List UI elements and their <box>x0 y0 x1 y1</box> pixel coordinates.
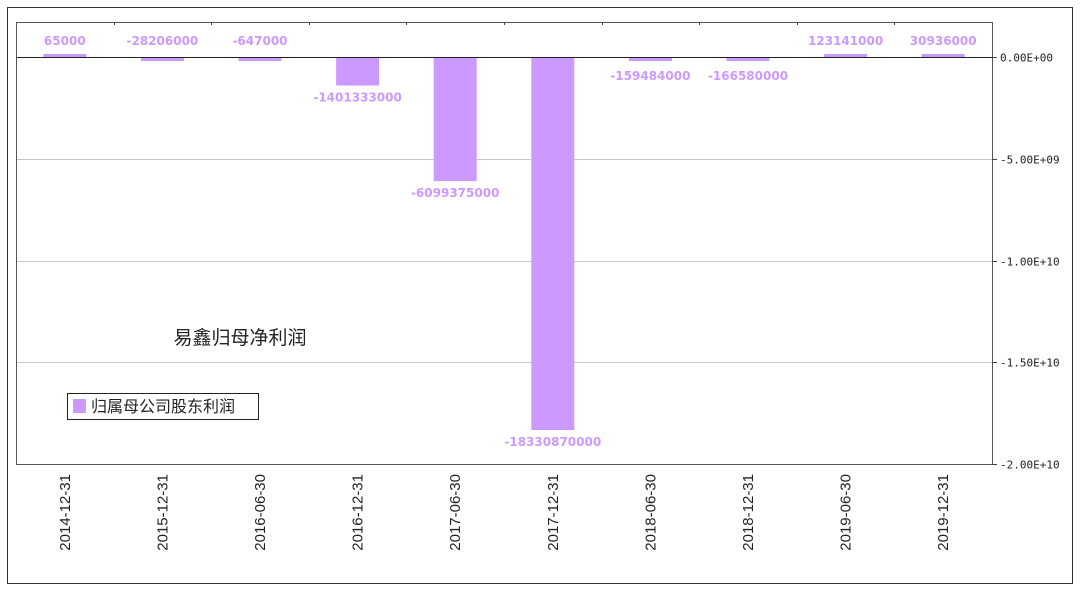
y-tick-label: -1.00E+10 <box>1000 256 1060 269</box>
data-label: -6099375000 <box>411 186 499 200</box>
legend[interactable]: 归属母公司股东利润 <box>67 393 259 420</box>
bar <box>140 57 184 61</box>
data-label: 65000 <box>44 34 86 48</box>
x-tick-label: 2019-12-31 <box>935 474 952 551</box>
bar <box>43 54 87 57</box>
bar <box>531 57 575 431</box>
y-tick-label: -5.00E+09 <box>1000 154 1060 167</box>
x-tick-label: 2018-06-30 <box>642 474 659 551</box>
x-tick-label: 2017-06-30 <box>447 474 464 551</box>
data-label: -647000 <box>232 34 287 48</box>
bar <box>824 54 868 57</box>
x-tick-label: 2016-06-30 <box>252 474 269 551</box>
bar <box>238 57 282 61</box>
bar <box>336 57 380 86</box>
y-axis-ticks: 0.00E+00 -5.00E+09 -1.00E+10 -1.50E+10 -2.00… <box>992 52 1060 472</box>
x-tick-label: 2018-12-31 <box>740 474 757 551</box>
bar <box>433 57 477 182</box>
x-tick-label: 2017-12-31 <box>545 474 562 551</box>
legend-label: 归属母公司股东利润 <box>91 397 235 416</box>
data-label: 30936000 <box>910 34 977 48</box>
bars <box>43 54 965 431</box>
data-label: -1401333000 <box>313 91 401 105</box>
legend-box <box>67 393 259 420</box>
x-tick-label: 2014-12-31 <box>57 474 74 551</box>
y-tick-label: -2.00E+10 <box>1000 459 1060 472</box>
legend-swatch <box>73 399 86 413</box>
y-tick-label: 0.00E+00 <box>1000 52 1053 65</box>
data-label: -166580000 <box>708 69 788 83</box>
bar <box>921 54 965 57</box>
x-tick-label: 2015-12-31 <box>154 474 171 551</box>
data-label: -18330870000 <box>504 435 601 449</box>
x-tick-label: 2016-12-31 <box>350 474 367 551</box>
x-tick-label: 2019-06-30 <box>838 474 855 551</box>
data-label: -28206000 <box>127 34 199 48</box>
data-label: -159484000 <box>610 69 690 83</box>
y-tick-label: -1.50E+10 <box>1000 357 1060 370</box>
bar <box>628 57 672 61</box>
data-labels: 65000 -28206000 -647000 -1401333000 -6099375… <box>44 34 977 449</box>
bar <box>726 57 770 61</box>
chart-title: 易鑫归母净利润 <box>173 327 306 349</box>
x-axis-ticks: 2014-12-31 2015-12-31 2016-06-30 2016-12-31… <box>57 22 952 551</box>
data-label: 123141000 <box>808 34 883 48</box>
